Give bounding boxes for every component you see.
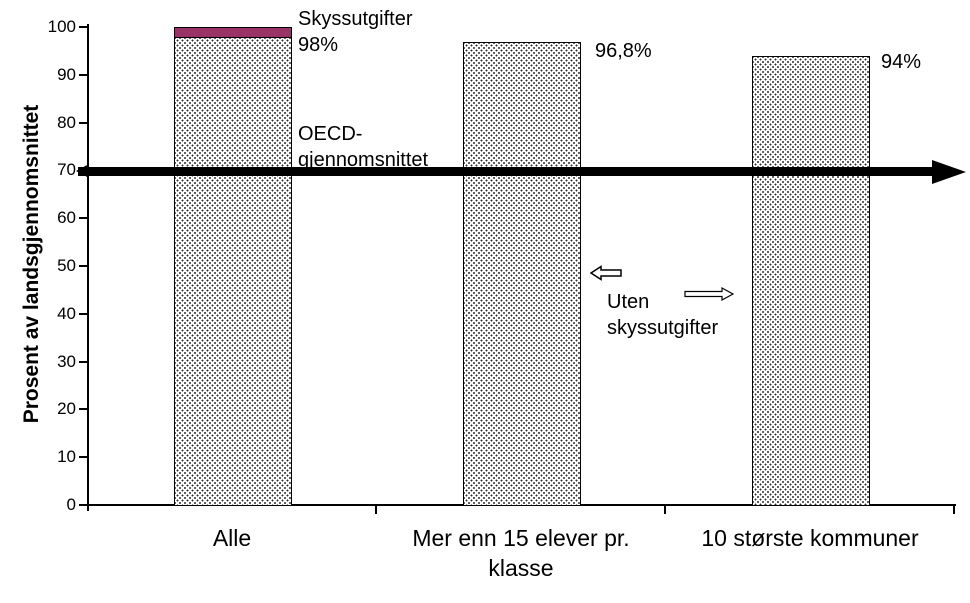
y-tick-label-90: 90 (57, 64, 76, 84)
oecd-reference-arrow-shaft (78, 167, 934, 176)
y-tick-label-100: 100 (47, 17, 76, 36)
category-label-10-storste: 10 største kommuner (701, 525, 919, 551)
category-label-mer-enn-15: Mer enn 15 elever pr. klasse (412, 525, 630, 581)
y-tick-label-20: 20 (57, 399, 76, 419)
y-tick-label-30: 30 (57, 351, 76, 371)
x-tick-3 (953, 505, 955, 514)
y-tick-label-10: 10 (57, 447, 76, 467)
y-tick-0 (79, 504, 88, 506)
y-tick-label-40: 40 (57, 303, 76, 323)
uten-annotation-line2: skyssutgifter (607, 317, 719, 339)
y-tick-100 (79, 26, 88, 28)
oecd-reference-arrow-right-head-icon (932, 159, 966, 184)
y-tick-30 (79, 360, 88, 363)
bar-1 (462, 42, 581, 506)
y-tick-label-80: 80 (57, 112, 76, 132)
bar-2 (751, 55, 870, 506)
bar-0 (173, 36, 292, 506)
oecd-annotation-line1: OECD- (298, 123, 363, 145)
skyssutgifter-annotation: Skyssutgifter 98% (298, 6, 412, 58)
y-tick-label-70: 70 (57, 160, 76, 180)
y-tick-90 (79, 73, 88, 76)
hollow-right-arrow-icon (684, 287, 734, 301)
y-tick-60 (79, 217, 88, 220)
y-tick-20 (79, 408, 88, 411)
y-tick-label-60: 60 (57, 208, 76, 228)
bar-0-top-segment (173, 27, 292, 38)
bar-value-label-mer-enn-15: 96,8% (595, 40, 652, 62)
y-tick-50 (79, 265, 88, 267)
y-tick-label-50: 50 (57, 256, 76, 275)
y-tick-label-0: 0 (66, 495, 76, 514)
uten-annotation-line1: Uten (607, 291, 650, 313)
skyssutgifter-annotation-line1: Skyssutgifter (298, 8, 413, 30)
y-tick-10 (79, 456, 88, 459)
hollow-left-arrow-icon (590, 265, 622, 281)
oecd-annotation: OECD- gjennomsnittet (298, 121, 428, 173)
bar-value-label-10-storste: 94% (881, 51, 922, 73)
skyssutgifter-annotation-value: 98% (298, 34, 339, 56)
oecd-reference-arrow-left-head-icon (76, 164, 89, 178)
y-axis-line (87, 24, 89, 511)
uten-skyssutgifter-annotation: Uten skyssutgifter (607, 289, 718, 341)
x-tick-2 (664, 505, 666, 514)
x-tick-1 (375, 505, 377, 514)
oecd-annotation-line2: gjennomsnittet (298, 149, 429, 171)
y-tick-80 (79, 121, 88, 124)
y-tick-40 (79, 312, 88, 315)
category-label-alle: Alle (212, 525, 252, 551)
